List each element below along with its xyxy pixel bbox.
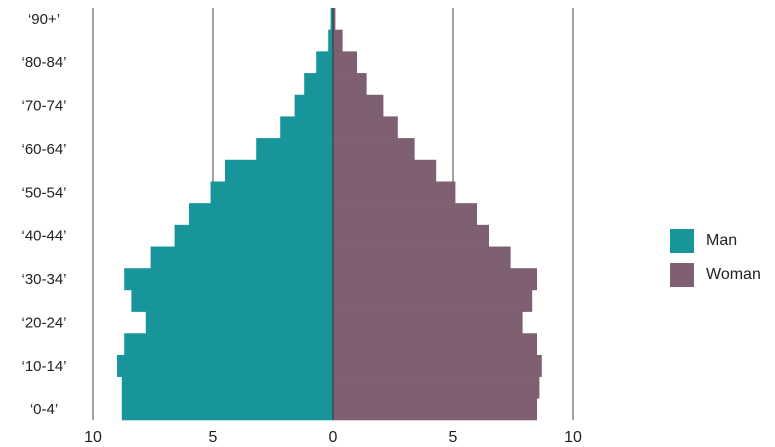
legend-item-man: Man: [670, 229, 761, 253]
bar-man: [117, 354, 333, 377]
x-tick-label: 10: [84, 429, 102, 446]
bar-woman: [333, 138, 415, 161]
bar-man: [210, 181, 333, 204]
y-category-label: ‘70-74’: [21, 98, 66, 115]
bar-man: [121, 376, 333, 399]
bar-man: [294, 94, 333, 117]
x-tick-label: 5: [209, 429, 218, 446]
bar-man: [304, 73, 333, 96]
bar-woman: [333, 376, 540, 399]
bar-man: [124, 333, 333, 356]
y-category-label: ‘90+’: [28, 11, 60, 28]
legend-label-woman: Woman: [706, 266, 761, 283]
bar-man: [225, 159, 333, 182]
bar-woman: [333, 333, 537, 356]
x-tick-label: 10: [564, 429, 582, 446]
legend-swatch-man: [670, 229, 694, 253]
bar-man: [189, 203, 333, 226]
bar-woman: [333, 246, 511, 269]
y-category-label: ‘60-64’: [21, 141, 66, 158]
bar-woman: [333, 8, 336, 30]
bar-man: [150, 246, 333, 269]
bar-man: [131, 289, 333, 312]
bar-woman: [333, 181, 456, 204]
bar-man: [256, 138, 333, 161]
bar-woman: [333, 268, 537, 291]
legend: Man Woman: [670, 229, 761, 298]
bar-man: [174, 224, 333, 247]
bars: [117, 8, 542, 421]
bar-man: [121, 398, 333, 421]
y-category-label: ‘0-4’: [30, 401, 58, 418]
bar-woman: [333, 398, 537, 421]
bar-man: [328, 29, 333, 52]
bar-man: [330, 8, 333, 30]
bar-woman: [333, 354, 542, 377]
y-axis-category-labels: ‘0-4’ ‘10-14’ ‘20-24’ ‘30-34’ ‘40-44’ ‘50-54’…: [21, 11, 66, 418]
y-category-label: ‘50-54’: [21, 184, 66, 201]
bar-woman: [333, 94, 384, 117]
bar-woman: [333, 159, 437, 182]
bar-man: [316, 51, 333, 74]
bar-man: [145, 311, 333, 334]
bar-man: [124, 268, 333, 291]
bar-woman: [333, 311, 523, 334]
bar-woman: [333, 203, 477, 226]
x-axis-ticks: 10 5 0 5 10: [84, 429, 582, 446]
y-category-label: ‘30-34’: [21, 271, 66, 288]
bar-woman: [333, 51, 357, 74]
bar-woman: [333, 289, 533, 312]
legend-swatch-woman: [670, 263, 694, 287]
bar-woman: [333, 116, 398, 139]
legend-label-man: Man: [706, 232, 738, 249]
y-category-label: ‘20-24’: [21, 314, 66, 331]
x-tick-label: 0: [329, 429, 338, 446]
bar-woman: [333, 29, 343, 52]
legend-item-woman: Woman: [670, 263, 761, 287]
bar-man: [280, 116, 333, 139]
y-category-label: ‘80-84’: [21, 54, 66, 71]
y-category-label: ‘40-44’: [21, 228, 66, 245]
x-tick-label: 5: [449, 429, 458, 446]
bar-woman: [333, 224, 489, 247]
bar-woman: [333, 73, 367, 96]
y-category-label: ‘10-14’: [21, 358, 66, 375]
